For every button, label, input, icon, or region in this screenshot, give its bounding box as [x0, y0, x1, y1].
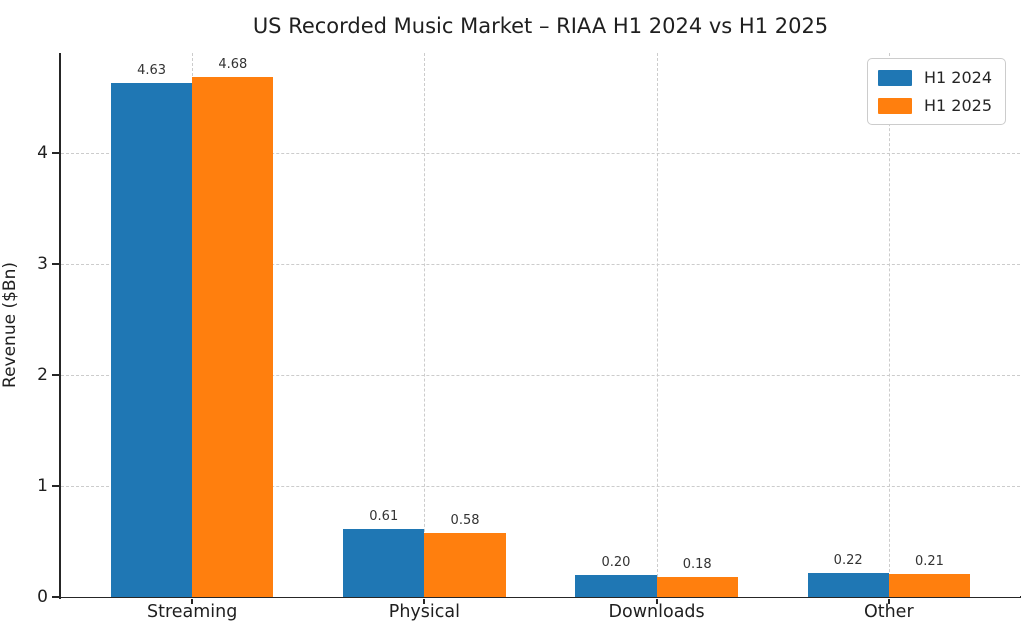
y-tick-label: 1 — [37, 475, 48, 496]
legend-swatch-h1-2025 — [877, 97, 912, 114]
bar-h1-2024 — [343, 529, 425, 597]
x-tick-label: Physical — [388, 602, 460, 622]
legend: H1 2024 H1 2025 — [866, 58, 1006, 125]
h-gridline — [61, 485, 1020, 487]
x-tick-mark — [191, 599, 194, 604]
bar-value-label: 0.21 — [914, 553, 944, 569]
bar-value-label: 0.20 — [601, 554, 631, 570]
bar-h1-2025 — [192, 77, 274, 597]
x-tick-mark — [423, 599, 426, 604]
y-tick-mark — [52, 596, 59, 598]
h-gridline — [61, 152, 1020, 154]
chart-title: US Recorded Music Market – RIAA H1 2024 … — [252, 14, 829, 38]
y-tick-mark — [52, 484, 59, 487]
x-tick-label: Other — [863, 602, 914, 622]
y-tick-label: 4 — [37, 142, 48, 163]
y-tick-label: 2 — [37, 364, 48, 385]
bar-value-label: 4.68 — [218, 57, 248, 73]
x-axis-spine — [59, 596, 1021, 598]
x-tick-mark — [887, 599, 890, 604]
bar-h1-2025 — [888, 573, 971, 597]
h-gridline — [61, 374, 1020, 376]
bar-value-label: 0.61 — [369, 509, 399, 525]
bar-value-label: 4.63 — [137, 62, 167, 78]
y-tick-mark — [52, 151, 59, 154]
y-tick-mark — [52, 373, 59, 376]
legend-entry: H1 2024 — [877, 68, 992, 87]
y-tick-label: 3 — [37, 253, 48, 274]
x-tick-label: Streaming — [146, 602, 238, 622]
bar-value-label: 0.18 — [682, 557, 712, 573]
legend-entry: H1 2025 — [877, 96, 992, 115]
h-gridline — [61, 263, 1020, 265]
y-tick-mark — [52, 262, 59, 265]
x-tick-label: Downloads — [608, 602, 705, 622]
bar-h1-2024 — [110, 82, 193, 597]
bar-h1-2024 — [807, 572, 889, 597]
bar-value-label: 0.22 — [833, 552, 863, 568]
bar-value-label: 0.58 — [450, 512, 480, 528]
v-gridline — [424, 53, 426, 597]
plot-area: 4.63 0.61 0.20 0.22 4.68 0.58 0.18 0.21 — [61, 53, 1020, 597]
v-gridline — [888, 53, 890, 597]
bar-h1-2025 — [424, 532, 506, 597]
legend-label: H1 2024 — [923, 68, 992, 87]
bar-h1-2024 — [575, 574, 657, 597]
bar-h1-2025 — [656, 577, 738, 597]
y-tick-label: 0 — [37, 587, 48, 607]
x-tick-mark — [655, 599, 658, 604]
legend-label: H1 2025 — [923, 96, 992, 115]
legend-swatch-h1-2024 — [877, 69, 912, 86]
v-gridline — [656, 53, 658, 597]
y-axis-spine — [59, 53, 61, 599]
